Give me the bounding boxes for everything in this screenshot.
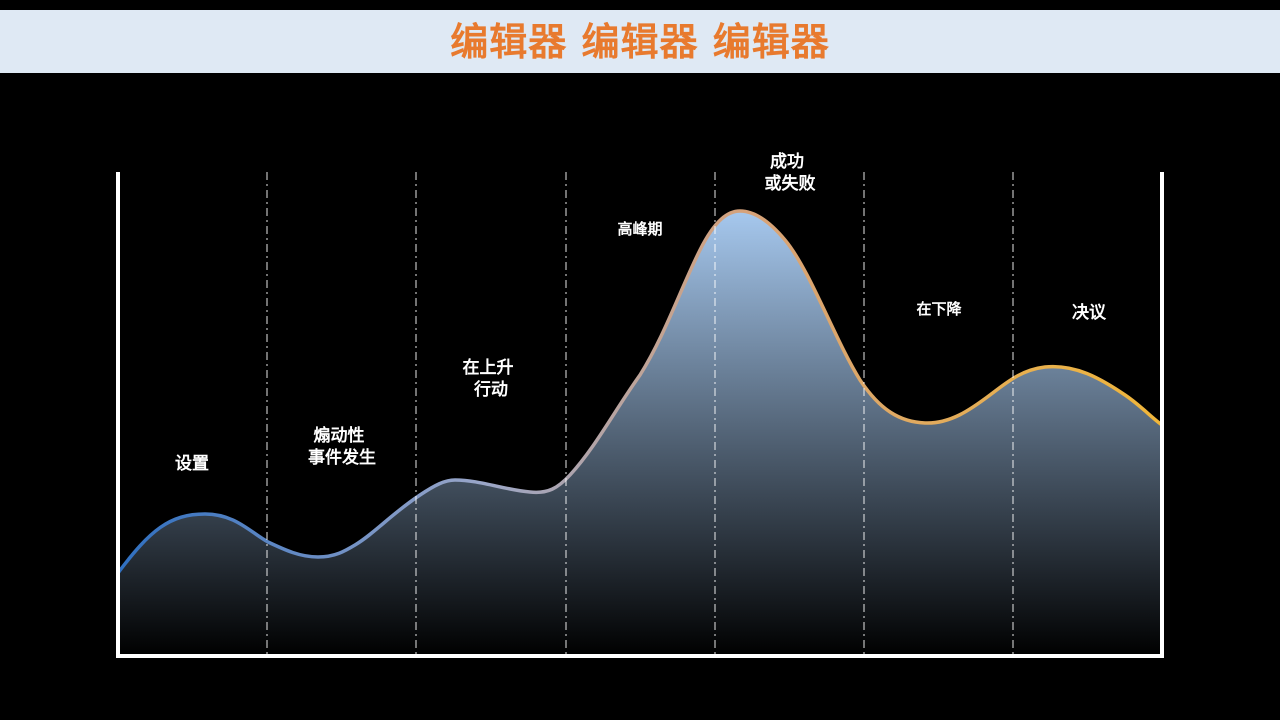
stage-labels: 设置 煽动性 事件发生 在上升 行动 高峰期 成功 或失败 在下降 决议 — [175, 151, 1107, 474]
stage-label-line: 事件发生 — [308, 447, 376, 468]
stage-label-line: 成功 — [770, 151, 804, 172]
stage-label-line: 高峰期 — [617, 220, 662, 238]
stage-label-line: 或失败 — [765, 173, 816, 194]
stage-dividers — [266, 172, 1014, 656]
arc-curve — [116, 209, 1164, 575]
arc-area-fill — [118, 211, 1162, 656]
stage-label-resolution: 决议 — [1072, 302, 1107, 323]
stage-label-line: 决议 — [1072, 302, 1107, 323]
stage-label-line: 在下降 — [916, 300, 962, 318]
frame — [116, 172, 1164, 658]
stage-label-rising-action: 在上升 行动 — [463, 357, 520, 400]
stage-label-line: 在上升 — [463, 357, 514, 378]
stage-label-falling-action: 在下降 — [916, 300, 962, 318]
stage-label-line: 煽动性 — [314, 425, 365, 446]
stage-label-line: 行动 — [473, 379, 508, 400]
stage-label-success-or-failure: 成功 或失败 — [765, 151, 816, 194]
title-bar: 编辑器 编辑器 编辑器 — [0, 10, 1280, 73]
stage-label-setup: 设置 — [175, 454, 209, 474]
stage-label-inciting-incident: 煽动性 事件发生 — [308, 425, 376, 468]
slide-title: 编辑器 编辑器 编辑器 — [450, 19, 830, 64]
stage-label-line: 设置 — [175, 454, 209, 474]
stage-label-climax: 高峰期 — [617, 220, 662, 238]
